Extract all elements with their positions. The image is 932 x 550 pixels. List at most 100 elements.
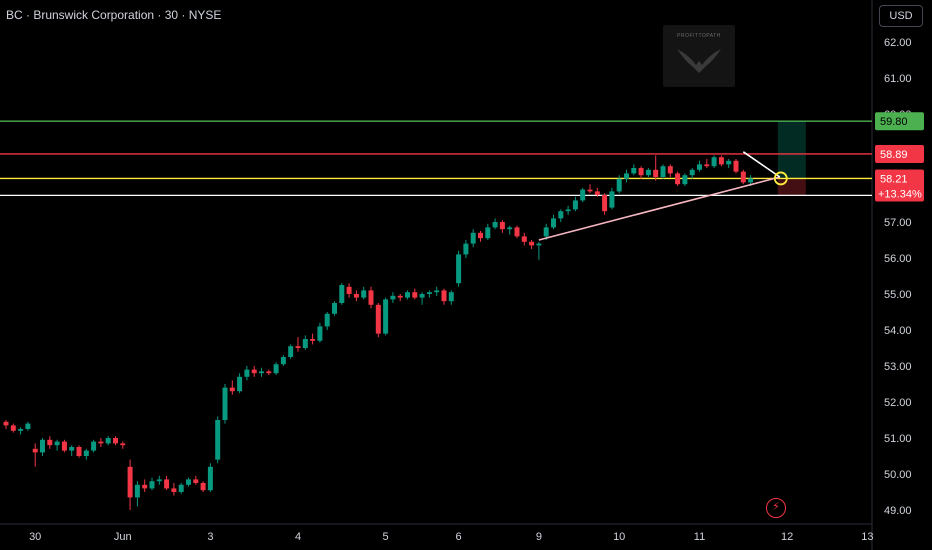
candle-body xyxy=(32,448,38,453)
candle-body xyxy=(419,294,425,298)
loss-zone xyxy=(777,178,806,196)
x-tick-label: Jun xyxy=(114,531,132,543)
candle-body xyxy=(456,254,462,284)
candle-body xyxy=(726,160,732,165)
x-tick-label: 30 xyxy=(29,531,41,543)
candle-body xyxy=(237,376,243,392)
price-tag-stop-bg xyxy=(875,144,924,163)
x-tick-label: 4 xyxy=(295,531,301,543)
candle-body xyxy=(178,484,184,492)
candle-body xyxy=(492,222,498,228)
candle-body xyxy=(18,429,24,431)
candle-body xyxy=(499,222,505,230)
candle-body xyxy=(171,488,177,492)
y-tick-label: 61.00 xyxy=(884,73,912,85)
y-tick-label: 56.00 xyxy=(884,253,912,265)
candle-body xyxy=(697,164,702,170)
candle-body xyxy=(375,304,381,334)
candle-body xyxy=(353,294,359,298)
y-tick-label: 54.00 xyxy=(884,325,912,337)
candle-body xyxy=(215,420,221,460)
candle-body xyxy=(397,295,403,298)
profit-zone xyxy=(777,121,806,179)
candle-body xyxy=(667,166,673,174)
y-tick-label: 53.00 xyxy=(884,361,912,373)
candle-body xyxy=(200,483,206,491)
candle-body xyxy=(426,292,432,294)
flash-icon[interactable]: ⚡ xyxy=(766,498,786,518)
price-tag-change: +13.34% xyxy=(878,188,922,200)
candle-body xyxy=(10,425,16,431)
candle-body xyxy=(339,285,345,303)
candle-body xyxy=(704,164,710,167)
candle-body xyxy=(748,178,754,183)
candle-body xyxy=(383,299,389,334)
candle-body xyxy=(733,160,739,172)
candle-body xyxy=(740,171,746,183)
price-tag-current: 58.21 xyxy=(880,173,908,185)
candle-body xyxy=(40,439,45,453)
trendline-upper xyxy=(742,151,781,178)
candle-body xyxy=(478,232,483,239)
price-tag-target: 59.80 xyxy=(880,116,908,128)
candle-body xyxy=(660,166,666,177)
candle-body xyxy=(222,387,228,420)
candle-body xyxy=(83,450,89,456)
candle-body xyxy=(61,441,67,451)
candle-body xyxy=(529,241,535,246)
candle-body xyxy=(266,371,272,374)
candle-body xyxy=(675,173,681,185)
candle-body xyxy=(624,173,629,179)
y-tick-label: 62.00 xyxy=(884,37,912,49)
x-tick-label: 11 xyxy=(694,531,705,543)
candle-body xyxy=(302,339,308,348)
candle-body xyxy=(434,290,440,293)
trendline-lower xyxy=(538,176,781,241)
price-tag-current-bg xyxy=(875,169,924,202)
candle-body xyxy=(514,227,520,237)
symbol-title[interactable]: BC · Brunswick Corporation · 30 · NYSE xyxy=(6,8,222,22)
candle-body xyxy=(441,290,447,302)
candle-body xyxy=(149,481,155,489)
y-tick-label: 52.00 xyxy=(884,397,912,409)
candle-body xyxy=(54,441,60,446)
candle-body xyxy=(580,189,586,201)
candle-body xyxy=(105,438,111,444)
x-tick-label: 13 xyxy=(861,531,873,543)
candle-body xyxy=(113,438,118,444)
candle-body xyxy=(718,157,724,165)
candle-body xyxy=(587,189,593,192)
candle-body xyxy=(120,443,126,446)
currency-button[interactable]: USD xyxy=(879,5,923,27)
candle-body xyxy=(572,200,578,210)
candle-body xyxy=(142,484,148,489)
candle-body xyxy=(47,439,53,446)
eagle-icon xyxy=(677,49,721,73)
candle-body xyxy=(244,369,250,377)
candle-body xyxy=(645,169,651,176)
candle-body xyxy=(536,243,542,246)
candle-body xyxy=(609,191,615,208)
candle-body xyxy=(485,227,491,239)
y-tick-label: 49.00 xyxy=(884,505,912,517)
candle-body xyxy=(558,211,564,219)
x-tick-label: 9 xyxy=(536,531,542,543)
candle-body xyxy=(251,369,257,374)
candle-body xyxy=(156,479,162,482)
breakout-circle xyxy=(773,171,788,186)
candle-body xyxy=(682,175,688,185)
candle-body xyxy=(310,339,316,341)
candle-body xyxy=(295,346,301,348)
candle-body xyxy=(551,218,556,228)
candle-body xyxy=(91,441,97,451)
candle-body xyxy=(412,292,418,298)
candle-body xyxy=(631,168,637,174)
candle-body xyxy=(711,157,717,167)
y-tick-label: 55.00 xyxy=(884,289,912,301)
candle-body xyxy=(390,295,396,300)
candle-body xyxy=(76,447,82,456)
x-tick-label: 12 xyxy=(781,531,793,543)
candle-body xyxy=(207,466,213,491)
candle-body xyxy=(69,447,75,451)
